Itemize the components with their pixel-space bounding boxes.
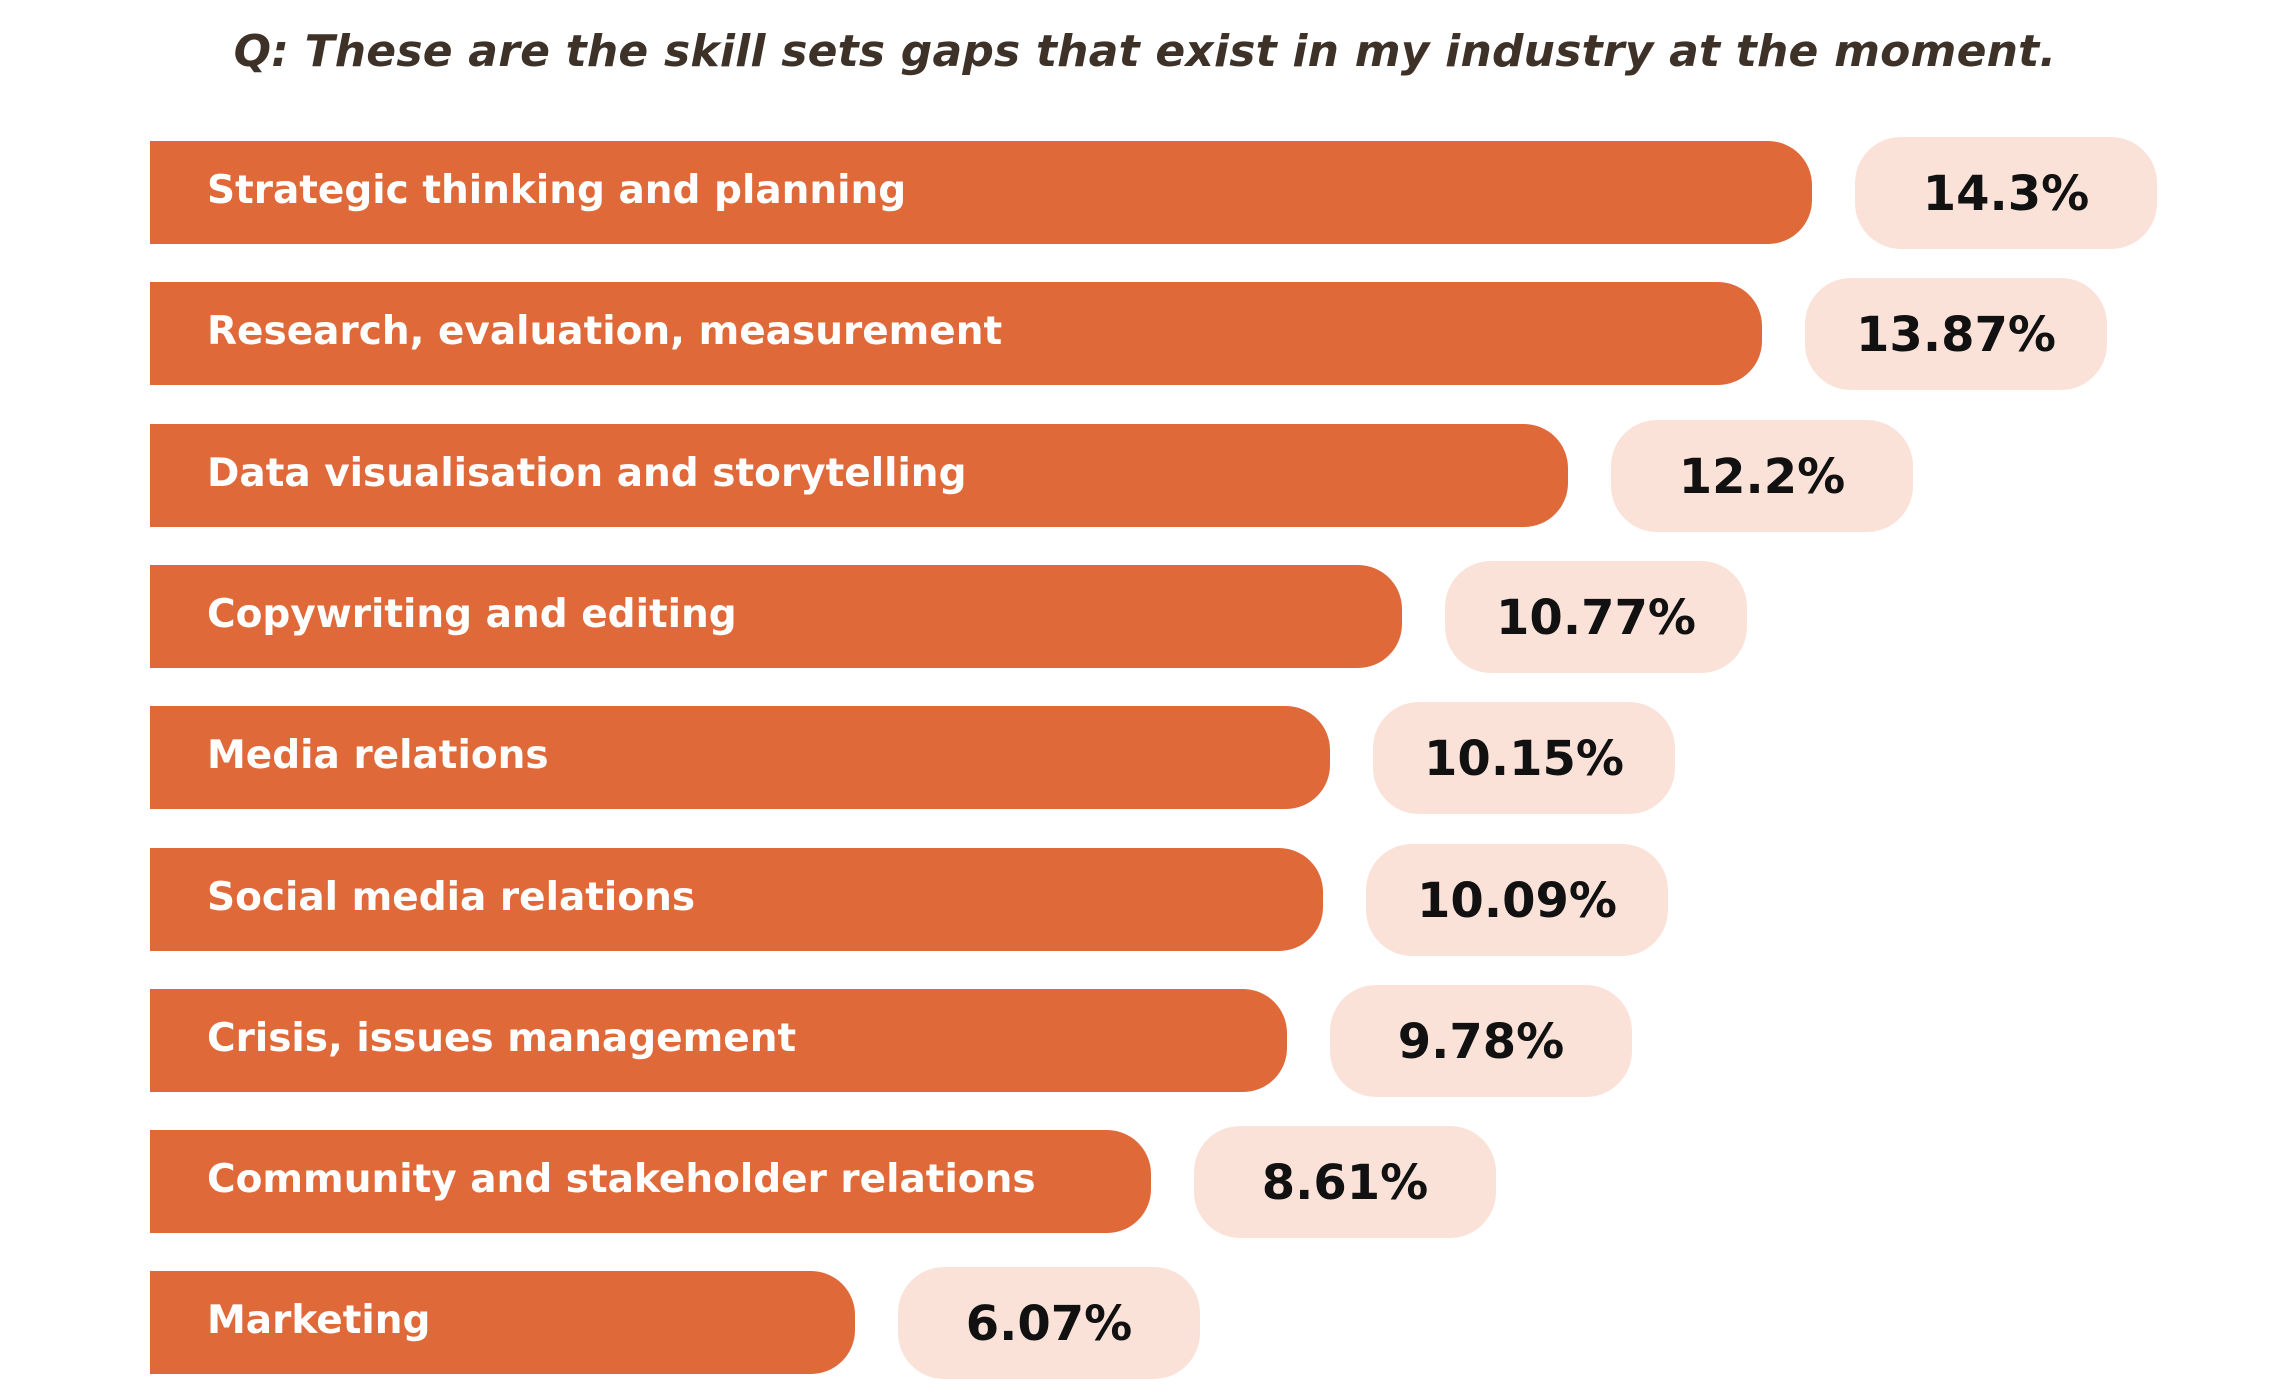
- value-badge: 6.07%: [898, 1267, 1200, 1379]
- data-label: 10.15%: [1424, 731, 1624, 787]
- value-badge: 8.61%: [1194, 1126, 1496, 1238]
- bar-row: Social media relations 10.09%: [0, 844, 2290, 958]
- data-label: 14.3%: [1922, 166, 2090, 222]
- bar-label: Data visualisation and storytelling: [207, 451, 967, 496]
- data-label: 9.78%: [1397, 1014, 1565, 1070]
- data-label: 10.09%: [1417, 873, 1617, 929]
- bar-label: Copywriting and editing: [207, 592, 737, 637]
- value-badge: 10.77%: [1445, 561, 1747, 673]
- value-badge: 13.87%: [1805, 278, 2107, 390]
- data-label: 8.61%: [1261, 1155, 1429, 1211]
- value-badge: 9.78%: [1330, 985, 1632, 1097]
- value-badge: 10.09%: [1366, 844, 1668, 956]
- bar: Research, evaluation, measurement: [150, 282, 1762, 385]
- bar-label: Community and stakeholder relations: [207, 1157, 1036, 1202]
- value-badge: 12.2%: [1611, 420, 1913, 532]
- bar-row: Data visualisation and storytelling 12.2%: [0, 420, 2290, 534]
- value-badge: 14.3%: [1855, 137, 2157, 249]
- value-badge: 10.15%: [1373, 702, 1675, 814]
- bar: Copywriting and editing: [150, 565, 1402, 668]
- bar-label: Crisis, issues management: [207, 1016, 797, 1061]
- chart-title: Q: These are the skill sets gaps that ex…: [233, 26, 2057, 77]
- bar: Social media relations: [150, 848, 1323, 951]
- bar-row: Crisis, issues management 9.78%: [0, 985, 2290, 1099]
- bar: Data visualisation and storytelling: [150, 424, 1568, 527]
- bar-row: Community and stakeholder relations 8.61%: [0, 1126, 2290, 1240]
- bar-label: Marketing: [207, 1298, 431, 1343]
- bar-label: Research, evaluation, measurement: [207, 309, 1003, 354]
- bar: Media relations: [150, 706, 1330, 809]
- bar-label: Social media relations: [207, 875, 696, 920]
- bar: Strategic thinking and planning: [150, 141, 1812, 244]
- bar-row: Copywriting and editing 10.77%: [0, 561, 2290, 675]
- bar-row: Research, evaluation, measurement 13.87%: [0, 278, 2290, 392]
- bar: Crisis, issues management: [150, 989, 1287, 1092]
- data-label: 13.87%: [1856, 307, 2056, 363]
- bar-label: Media relations: [207, 733, 549, 778]
- bar: Marketing: [150, 1271, 855, 1374]
- data-label: 12.2%: [1678, 449, 1846, 505]
- bar: Community and stakeholder relations: [150, 1130, 1151, 1233]
- data-label: 6.07%: [965, 1296, 1133, 1352]
- bar-row: Marketing 6.07%: [0, 1267, 2290, 1381]
- bar-label: Strategic thinking and planning: [207, 168, 907, 213]
- data-label: 10.77%: [1496, 590, 1696, 646]
- bar-row: Strategic thinking and planning 14.3%: [0, 137, 2290, 251]
- bar-row: Media relations 10.15%: [0, 702, 2290, 816]
